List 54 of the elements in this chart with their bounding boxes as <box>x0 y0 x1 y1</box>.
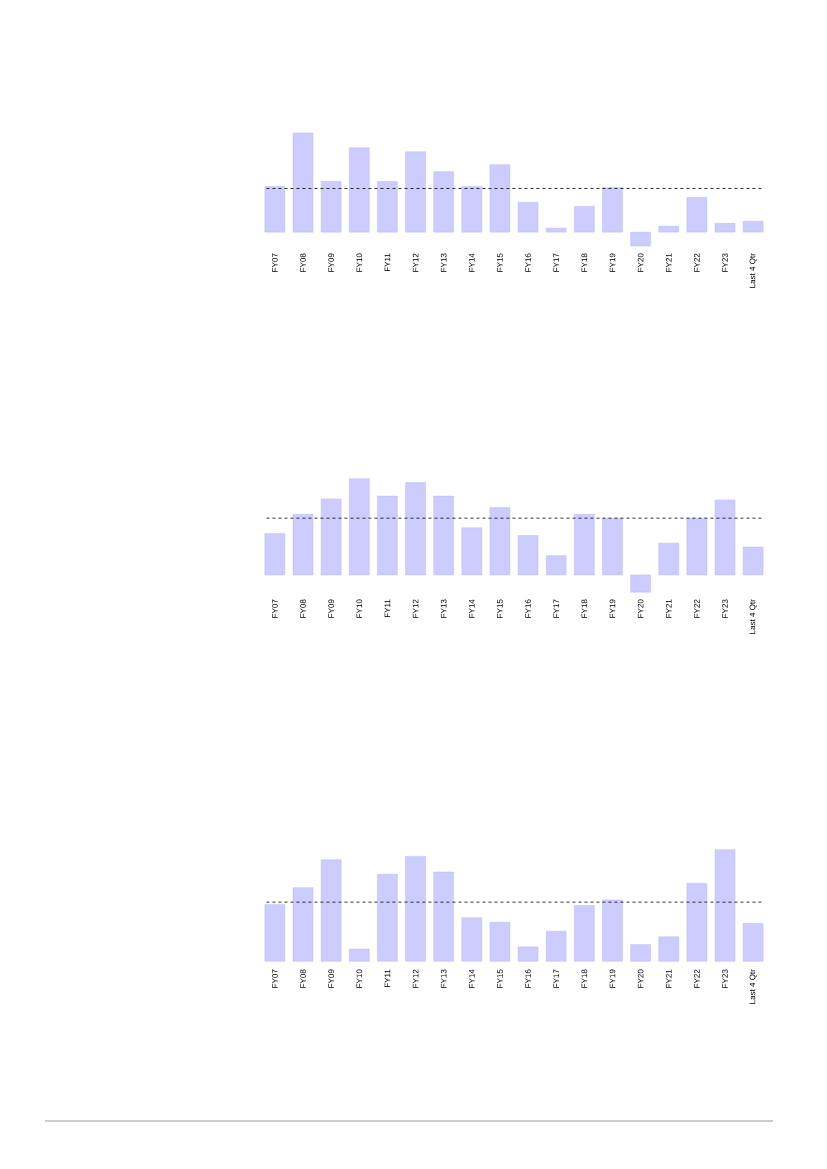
x-tick-label: FY10 <box>356 969 363 988</box>
x-tick-label: FY23 <box>722 599 728 618</box>
x-tick-label: FY11 <box>384 969 391 988</box>
x-tick-label: FY22 <box>694 253 700 272</box>
x-tick-label: FY17 <box>553 969 559 988</box>
x-tick-label: FY08 <box>300 599 306 618</box>
x-tick-label: FY18 <box>581 599 588 618</box>
x-tick-label: FY16 <box>525 599 531 618</box>
x-tick-label: FY13 <box>440 253 447 272</box>
x-tick-label: FY14 <box>469 599 475 618</box>
x-tick-label: Last 4 Qtr <box>749 969 757 1004</box>
x-tick-label: FY21 <box>665 253 672 272</box>
x-tick-label: FY21 <box>665 599 672 618</box>
x-tick-label: FY09 <box>328 969 334 988</box>
x-tick-label: FY23 <box>722 253 728 272</box>
x-tick-label: FY17 <box>553 253 559 272</box>
x-tick-label: FY13 <box>440 969 447 988</box>
x-tick-label: FY11 <box>384 253 391 272</box>
x-tick-label: FY07 <box>272 599 278 618</box>
x-tick-label: FY13 <box>440 599 447 618</box>
x-tick-label: FY21 <box>665 969 672 988</box>
x-tick-label: FY16 <box>525 253 531 272</box>
x-tick-label: FY07 <box>272 253 278 272</box>
x-tick-label: FY14 <box>469 253 475 272</box>
x-tick-label: FY09 <box>328 599 334 618</box>
x-tick-label: FY10 <box>356 253 363 272</box>
x-tick-label: Last 4 Qtr <box>749 599 757 634</box>
x-tick-label: FY18 <box>581 253 588 272</box>
x-tick-label: FY12 <box>412 599 419 618</box>
x-tick-label: FY12 <box>412 253 419 272</box>
x-tick-label: FY22 <box>694 599 700 618</box>
x-tick-label: FY11 <box>384 599 391 618</box>
x-tick-label: FY22 <box>694 969 700 988</box>
x-tick-label: FY20 <box>637 253 644 272</box>
x-tick-label: FY20 <box>637 969 644 988</box>
x-tick-label: FY07 <box>272 969 278 988</box>
x-tick-label: FY15 <box>497 253 503 272</box>
x-tick-label: FY23 <box>722 969 728 988</box>
x-tick-label: FY19 <box>609 969 616 988</box>
x-tick-label: FY08 <box>300 253 306 272</box>
x-tick-label: FY15 <box>497 969 503 988</box>
x-tick-label: FY09 <box>328 253 334 272</box>
x-tick-label: FY14 <box>469 969 475 988</box>
x-tick-label: FY17 <box>553 599 559 618</box>
x-tick-label: FY08 <box>300 969 306 988</box>
x-tick-label: Last 4 Qtr <box>749 253 757 288</box>
x-tick-label: FY19 <box>609 253 616 272</box>
x-tick-label: FY10 <box>356 599 363 618</box>
x-tick-label: FY19 <box>609 599 616 618</box>
x-tick-label: FY12 <box>412 969 419 988</box>
x-tick-label: FY16 <box>525 969 531 988</box>
x-tick-label: FY20 <box>637 599 644 618</box>
x-tick-label: FY15 <box>497 599 503 618</box>
x-tick-label: FY18 <box>581 969 588 988</box>
